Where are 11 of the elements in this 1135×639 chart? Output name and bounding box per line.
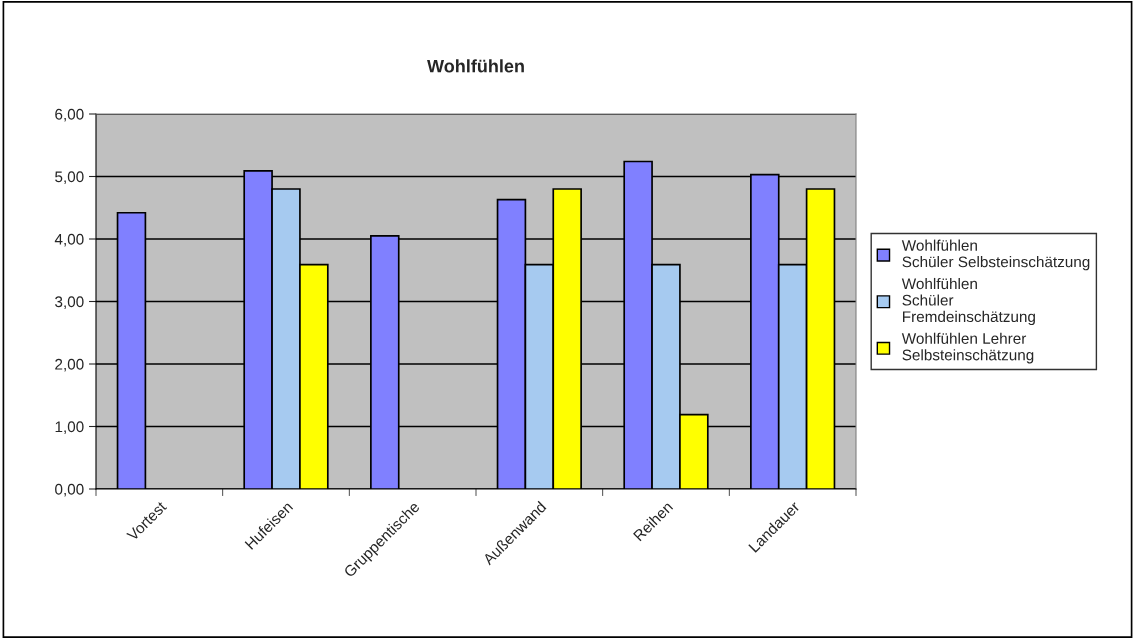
y-tick-label: 2,00 (55, 358, 84, 372)
y-tick-label: 5,00 (55, 171, 84, 184)
y-tick-label: 3,00 (55, 296, 84, 309)
y-tick-label: 1,00 (55, 421, 84, 434)
y-tick-label: 0,00 (55, 483, 84, 497)
legend-label: Wohlfühlen Lehrer Selbsteinschätzung (901, 332, 1034, 364)
y-tick-label: 4,00 (54, 233, 84, 247)
legend-label: Wohlfühlen Schüler Fremdeinschätzung (901, 277, 1035, 326)
chart-title: Wohlfühlen (427, 59, 524, 73)
legend-label: Wohlfühlen Schüler Selbsteinschätzung (901, 239, 1090, 271)
y-tick-label: 6,00 (55, 108, 84, 122)
